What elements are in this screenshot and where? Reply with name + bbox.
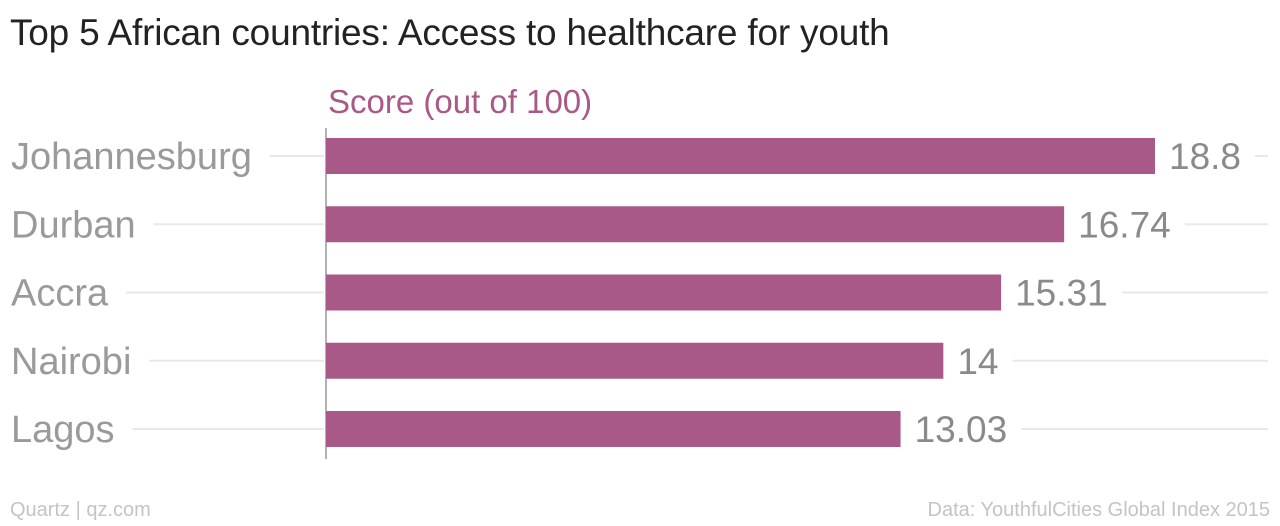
gridlines bbox=[126, 155, 1268, 430]
category-label: Johannesburg bbox=[11, 136, 252, 178]
value-labels: 18.8 16.74 15.31 14 13.03 bbox=[915, 136, 1241, 450]
category-label: Nairobi bbox=[11, 341, 131, 383]
chart-title: Top 5 African countries: Access to healt… bbox=[10, 12, 890, 53]
category-label: Durban bbox=[11, 204, 136, 246]
bars bbox=[326, 138, 1155, 447]
category-labels: Johannesburg Durban Accra Nairobi Lagos bbox=[11, 136, 252, 451]
source-credit: Quartz | qz.com bbox=[10, 499, 151, 521]
value-label: 16.74 bbox=[1078, 204, 1171, 245]
bar bbox=[326, 342, 944, 379]
category-label: Lagos bbox=[11, 409, 115, 451]
value-label: 14 bbox=[957, 341, 998, 382]
bar bbox=[326, 206, 1065, 243]
value-label: 18.8 bbox=[1169, 136, 1241, 177]
category-label: Accra bbox=[11, 273, 109, 315]
bar bbox=[326, 138, 1155, 174]
value-label: 13.03 bbox=[915, 409, 1008, 450]
data-source: Data: YouthfulCities Global Index 2015 bbox=[927, 499, 1270, 521]
bar bbox=[326, 411, 901, 447]
value-label: 15.31 bbox=[1015, 273, 1108, 314]
x-axis-label: Score (out of 100) bbox=[328, 83, 592, 120]
bar bbox=[326, 274, 1002, 311]
